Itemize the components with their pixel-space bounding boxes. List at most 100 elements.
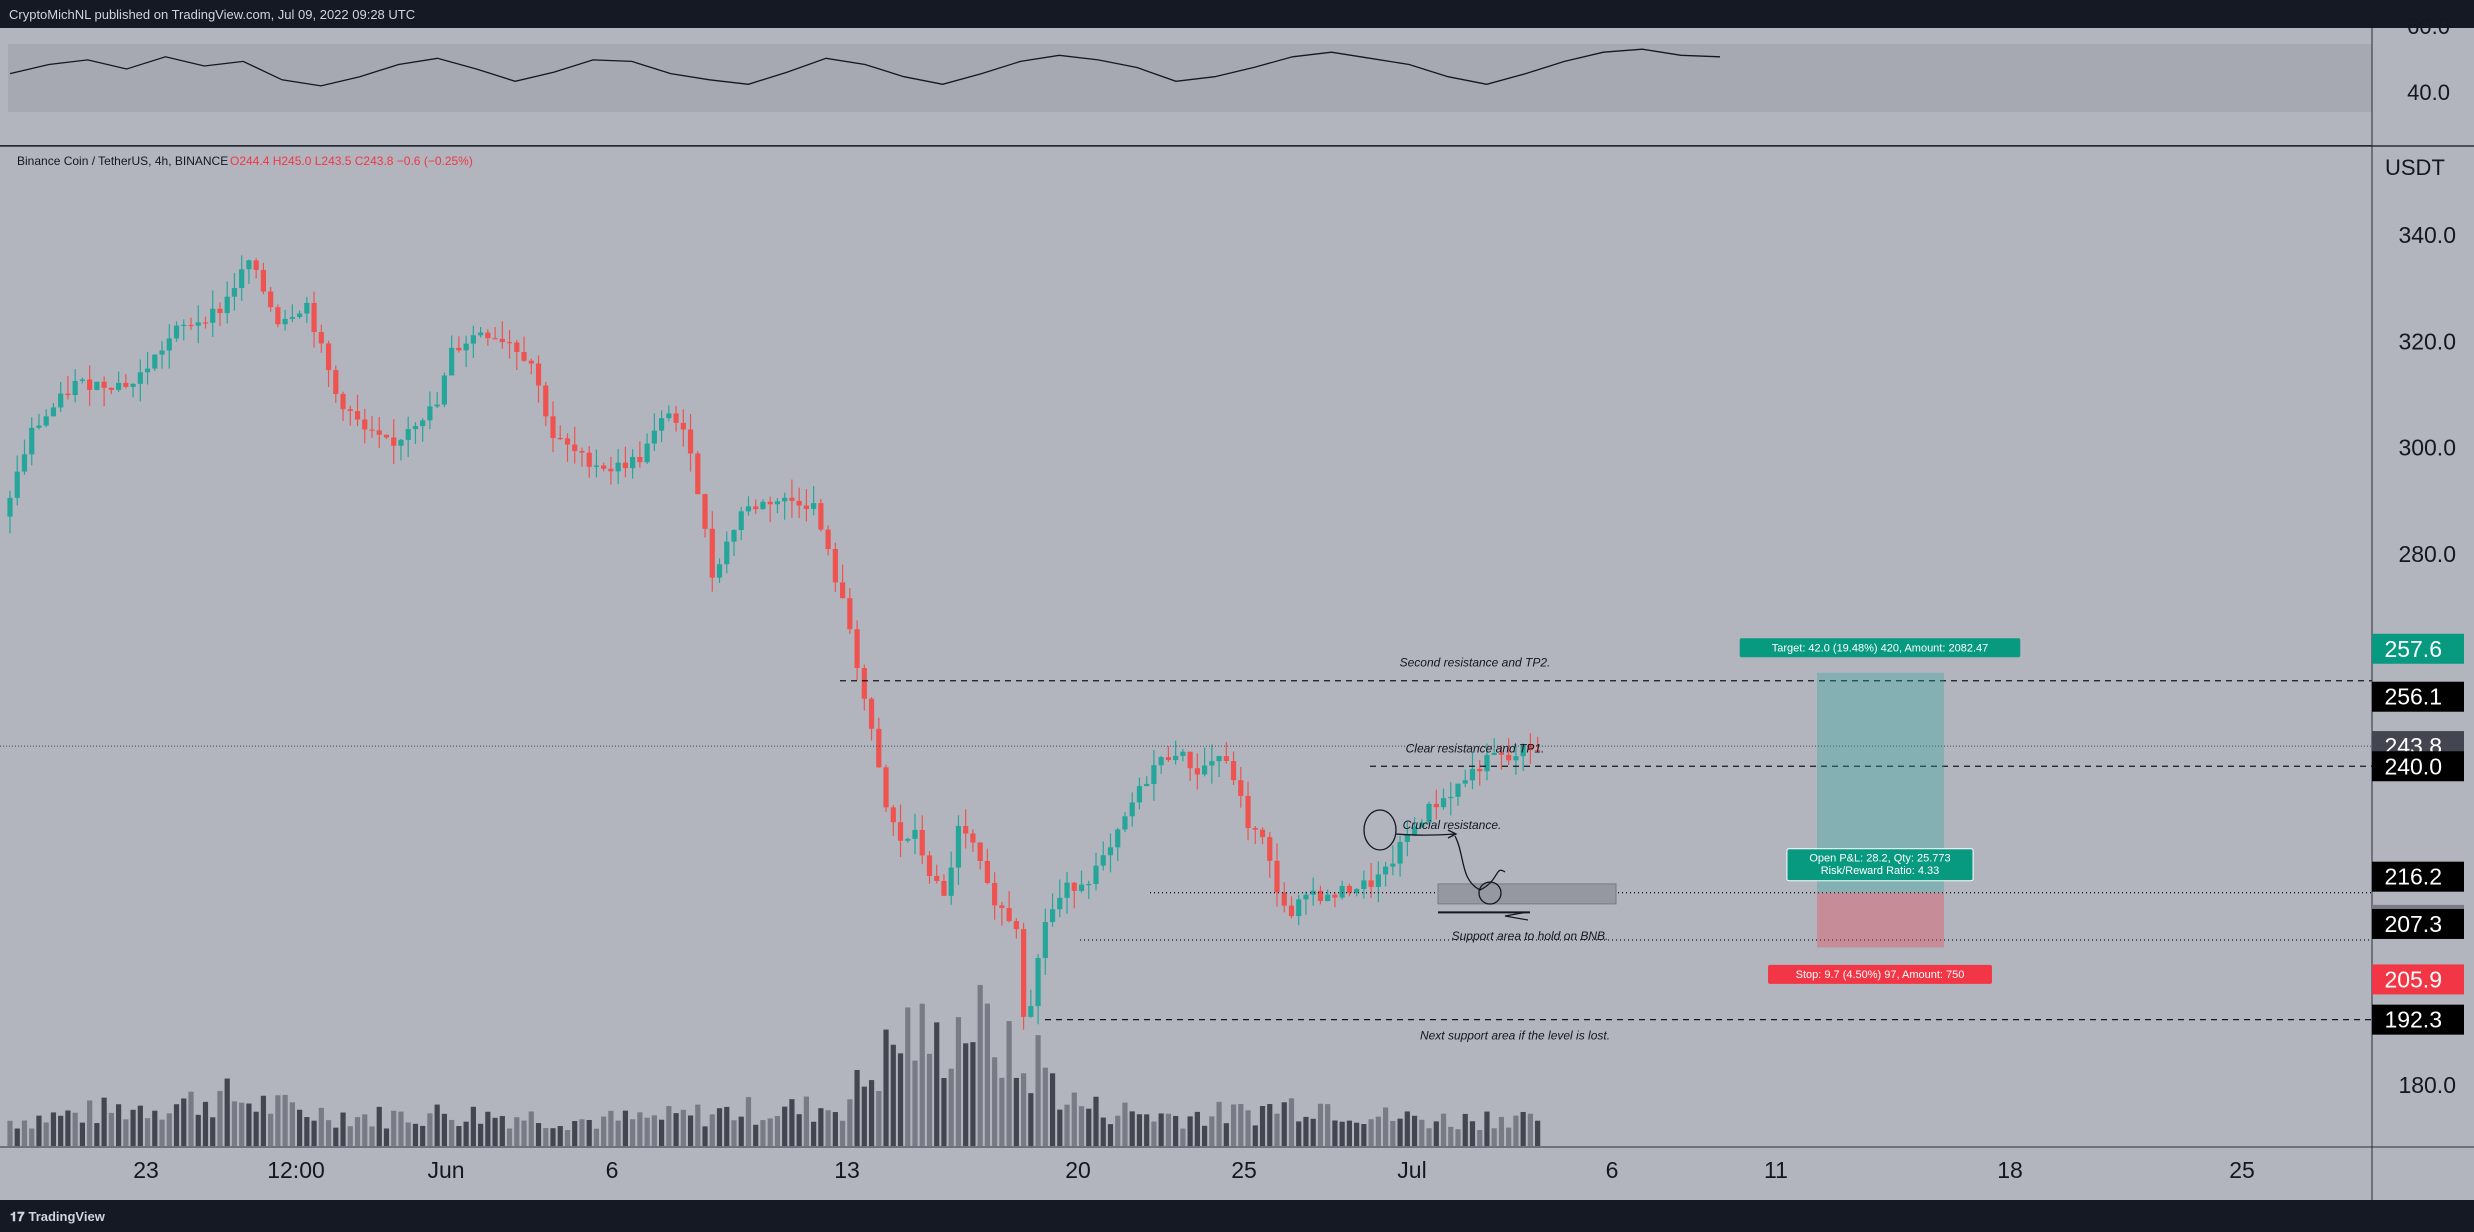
candle-body bbox=[1274, 860, 1280, 893]
candle-body bbox=[912, 829, 918, 839]
volume-bar bbox=[1455, 1129, 1461, 1146]
price-label-bg bbox=[2372, 861, 2464, 892]
candle-body bbox=[1375, 874, 1381, 887]
volume-bar bbox=[1317, 1103, 1324, 1146]
volume-bar bbox=[673, 1113, 679, 1146]
open-pnl-badge-text: Risk/Reward Ratio: 4.33 bbox=[1821, 865, 1940, 877]
candle-body bbox=[65, 393, 71, 396]
candle-body bbox=[239, 269, 245, 289]
volume-bar bbox=[579, 1119, 585, 1146]
candle-body bbox=[1419, 822, 1425, 827]
price-label-text: 256.1 bbox=[2384, 684, 2442, 710]
candle-body bbox=[868, 698, 875, 729]
volume-bar bbox=[65, 1110, 71, 1146]
price-tick-label: 320.0 bbox=[2398, 328, 2456, 354]
volume-bar bbox=[173, 1104, 180, 1146]
volume-bar bbox=[1506, 1127, 1512, 1146]
volume-bar bbox=[1368, 1119, 1374, 1146]
candle-body bbox=[514, 342, 520, 352]
volume-bar bbox=[1375, 1116, 1381, 1146]
volume-bar bbox=[1303, 1116, 1309, 1146]
candle-body bbox=[304, 302, 310, 314]
candle-body bbox=[579, 451, 585, 453]
volume-bar bbox=[1491, 1128, 1497, 1146]
candle-body bbox=[369, 429, 375, 431]
volume-bar bbox=[702, 1126, 708, 1146]
volume-bar bbox=[724, 1106, 730, 1146]
volume-bar bbox=[1274, 1113, 1280, 1146]
candle-body bbox=[1173, 755, 1179, 761]
volume-bar bbox=[876, 1090, 882, 1146]
stop-badge-bg bbox=[1768, 964, 1992, 984]
volume-bar bbox=[1122, 1102, 1128, 1146]
candle-body bbox=[1397, 841, 1403, 864]
volume-bar bbox=[1028, 1093, 1034, 1146]
candle-body bbox=[1223, 756, 1229, 762]
volume-bar bbox=[202, 1101, 209, 1146]
volume-bar bbox=[1071, 1092, 1077, 1146]
volume-bar bbox=[1296, 1121, 1302, 1146]
volume-bar bbox=[449, 1119, 455, 1146]
candle-body bbox=[832, 548, 838, 583]
tradingview-logo[interactable]: 𝟏𝟕 TradingView bbox=[10, 1209, 105, 1225]
volume-bar bbox=[1325, 1104, 1331, 1146]
volume-bar bbox=[1216, 1101, 1222, 1146]
volume-bar bbox=[687, 1115, 694, 1146]
volume-bar bbox=[760, 1120, 766, 1146]
symbol-label: Binance Coin / TetherUS, 4h, BINANCE bbox=[17, 154, 228, 168]
volume-bar bbox=[354, 1117, 361, 1146]
candle-body bbox=[702, 494, 708, 529]
candle-body bbox=[1310, 890, 1316, 895]
candle-body bbox=[470, 335, 476, 344]
volume-bar bbox=[144, 1118, 151, 1146]
volume-bar bbox=[912, 1060, 918, 1146]
volume-bar bbox=[1042, 1067, 1048, 1146]
volume-bar bbox=[478, 1123, 484, 1146]
volume-bar bbox=[188, 1091, 194, 1146]
level-label: Clear resistance and TP1. bbox=[1406, 741, 1545, 755]
candle-body bbox=[449, 347, 455, 376]
volume-bar bbox=[1078, 1106, 1085, 1146]
candle-body bbox=[260, 269, 266, 292]
candle-body bbox=[289, 317, 295, 319]
rsi-band bbox=[8, 44, 2372, 112]
candle-body bbox=[905, 838, 911, 841]
price-label-bg bbox=[2372, 681, 2464, 712]
candle-body bbox=[181, 324, 187, 327]
volume-bar bbox=[217, 1090, 223, 1146]
volume-bar bbox=[1310, 1118, 1316, 1146]
volume-bar bbox=[1057, 1109, 1063, 1146]
volume-bar bbox=[854, 1069, 860, 1146]
volume-bar bbox=[919, 1003, 925, 1146]
volume-bar bbox=[1173, 1115, 1179, 1146]
volume-bar bbox=[572, 1121, 578, 1146]
candle-body bbox=[391, 437, 397, 446]
volume-bar bbox=[268, 1113, 274, 1146]
price-label-text: 216.2 bbox=[2384, 864, 2442, 890]
volume-bar bbox=[557, 1126, 563, 1146]
support-zone bbox=[1437, 883, 1617, 905]
volume-bar bbox=[398, 1111, 404, 1146]
candle-body bbox=[1332, 894, 1338, 898]
candle-body bbox=[999, 905, 1005, 908]
candle-body bbox=[1013, 921, 1019, 930]
candle-body bbox=[1100, 855, 1106, 866]
candle-body bbox=[1028, 1006, 1034, 1017]
candle-body bbox=[1151, 765, 1157, 784]
time-tick-label: 13 bbox=[834, 1157, 860, 1183]
volume-bar bbox=[1006, 1021, 1012, 1146]
rsi-tick-label: 60.0 bbox=[2407, 14, 2450, 39]
volume-bar bbox=[231, 1101, 238, 1146]
candle-body bbox=[1513, 756, 1519, 761]
candle-body bbox=[1144, 783, 1150, 787]
volume-bar bbox=[1187, 1116, 1193, 1146]
candle-body bbox=[970, 833, 976, 843]
volume-bar bbox=[181, 1098, 187, 1146]
volume-bar bbox=[832, 1112, 838, 1146]
volume-bar bbox=[1477, 1129, 1483, 1146]
price-axis bbox=[2372, 28, 2474, 1147]
candle-body bbox=[673, 413, 679, 423]
candle-body bbox=[144, 368, 151, 373]
publish-bar: CryptoMichNL published on TradingView.co… bbox=[0, 0, 2474, 28]
